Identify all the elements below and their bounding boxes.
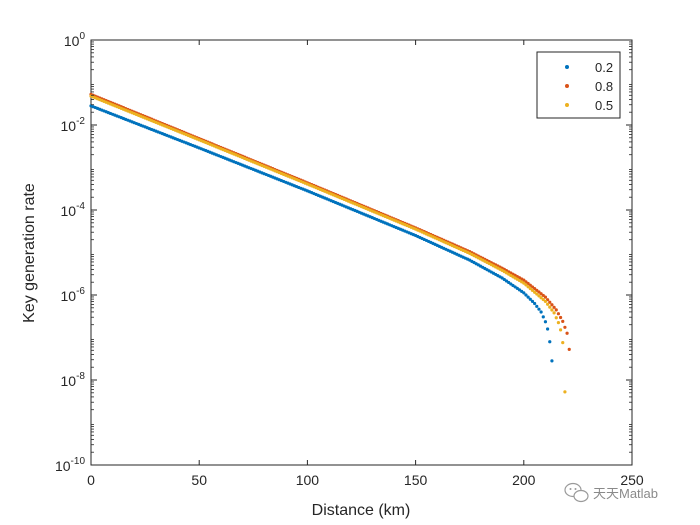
data-point bbox=[530, 285, 535, 289]
series-0.2 bbox=[89, 104, 554, 363]
y-tick-label: 10-8 bbox=[61, 371, 86, 389]
wechat-icon bbox=[564, 482, 589, 503]
legend-items: 0.2 0.8 0.5 bbox=[565, 60, 613, 113]
y-tick-label: 100 bbox=[64, 31, 86, 49]
legend-marker bbox=[565, 65, 569, 69]
data-point bbox=[537, 294, 541, 298]
y-tick-label: 10-10 bbox=[55, 456, 85, 474]
data-point bbox=[522, 281, 526, 285]
data-point bbox=[539, 310, 543, 314]
y-tick-exponent: -4 bbox=[76, 201, 85, 212]
data-point bbox=[526, 285, 530, 289]
data-point bbox=[556, 321, 561, 325]
data-point bbox=[535, 288, 539, 292]
data-point bbox=[563, 390, 567, 394]
data-point bbox=[524, 293, 528, 297]
watermark: 天天Matlab bbox=[564, 482, 658, 503]
data-point bbox=[558, 328, 563, 332]
legend-label: 0.2 bbox=[595, 60, 613, 75]
data-point bbox=[530, 299, 535, 303]
x-tick-label: 250 bbox=[620, 472, 644, 488]
data-point bbox=[554, 316, 558, 320]
data-point bbox=[533, 287, 537, 291]
x-tick-label: 150 bbox=[404, 472, 428, 488]
data-point bbox=[541, 315, 545, 319]
watermark-text: 天天Matlab bbox=[593, 486, 658, 501]
series-0.5 bbox=[89, 94, 567, 394]
data-point bbox=[546, 327, 550, 331]
y-tick-exponent: -6 bbox=[76, 286, 85, 297]
data-point bbox=[550, 359, 554, 363]
data-point bbox=[526, 295, 530, 299]
data-point bbox=[537, 307, 541, 311]
data-point bbox=[543, 299, 548, 303]
data-point bbox=[541, 297, 545, 302]
data-point bbox=[543, 320, 548, 324]
y-tick-label: 10-4 bbox=[61, 201, 86, 219]
data-point bbox=[522, 291, 526, 295]
data-point bbox=[522, 278, 526, 282]
data-point bbox=[535, 292, 539, 296]
data-point bbox=[552, 305, 556, 309]
data-point bbox=[556, 312, 561, 316]
data-point bbox=[550, 303, 554, 307]
data-point bbox=[550, 308, 554, 312]
data-point bbox=[530, 288, 535, 293]
y-tick-label: 10-2 bbox=[61, 116, 86, 134]
y-tick-exponent: -2 bbox=[76, 116, 85, 127]
data-point bbox=[533, 301, 537, 306]
data-point bbox=[528, 286, 532, 291]
data-point bbox=[552, 311, 556, 315]
legend-marker bbox=[565, 103, 569, 107]
data-point bbox=[567, 347, 571, 351]
y-tick-base: 10 bbox=[61, 203, 77, 219]
data-point bbox=[539, 296, 543, 300]
legend-box bbox=[536, 51, 621, 119]
x-axis-ticks: 0 50 100 150 200 250 bbox=[87, 40, 644, 488]
legend-marker bbox=[565, 84, 569, 88]
data-point bbox=[528, 297, 532, 301]
data-point bbox=[539, 292, 543, 296]
data-point bbox=[548, 305, 552, 309]
legend-label: 0.5 bbox=[595, 98, 613, 113]
y-tick-base: 10 bbox=[61, 373, 77, 389]
data-point bbox=[533, 290, 537, 294]
series-layer bbox=[89, 92, 571, 394]
y-tick-exponent: -8 bbox=[76, 371, 85, 382]
legend-label: 0.8 bbox=[595, 79, 613, 94]
x-tick-label: 100 bbox=[296, 472, 320, 488]
x-axis-label: Distance (km) bbox=[312, 502, 411, 519]
y-tick-base: 10 bbox=[64, 33, 80, 49]
y-tick-label: 10-6 bbox=[61, 286, 86, 304]
y-tick-base: 10 bbox=[61, 118, 77, 134]
y-tick-exponent: -10 bbox=[71, 456, 86, 467]
data-point bbox=[563, 325, 567, 329]
data-point bbox=[554, 308, 558, 312]
data-point bbox=[561, 341, 565, 345]
x-tick-label: 200 bbox=[512, 472, 536, 488]
y-tick-base: 10 bbox=[61, 288, 77, 304]
data-point bbox=[561, 319, 565, 323]
data-point bbox=[543, 295, 548, 299]
data-point bbox=[537, 290, 541, 294]
data-point bbox=[541, 293, 545, 298]
data-point bbox=[565, 331, 569, 335]
data-point bbox=[548, 340, 552, 344]
data-point bbox=[558, 315, 563, 320]
data-point bbox=[548, 300, 552, 304]
y-tick-base: 10 bbox=[55, 458, 71, 474]
y-tick-exponent: 0 bbox=[79, 31, 85, 42]
data-point bbox=[546, 298, 550, 302]
data-point bbox=[535, 304, 539, 308]
data-point bbox=[546, 302, 550, 306]
x-tick-label: 0 bbox=[87, 472, 95, 488]
data-point bbox=[524, 283, 528, 287]
y-axis-label: Key generation rate bbox=[21, 183, 38, 323]
legend: 0.2 0.8 0.5 bbox=[536, 51, 621, 119]
x-tick-label: 50 bbox=[191, 472, 207, 488]
